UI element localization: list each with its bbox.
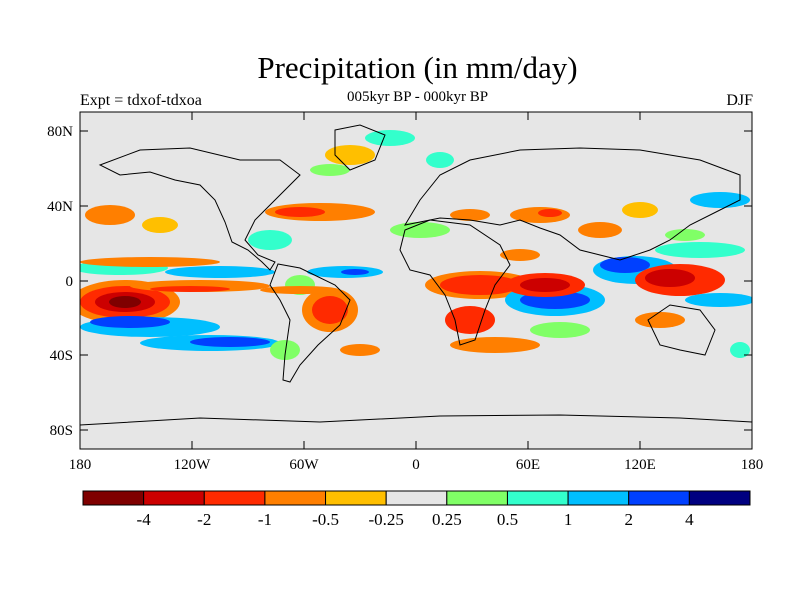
map-subtitle: 005kyr BP - 000kyr BP (346, 89, 489, 105)
lat-label-80s: 80S (50, 423, 73, 439)
lon-label-0: 0 (412, 457, 420, 473)
colorbar-box (567, 490, 630, 506)
colorbar-box (325, 490, 387, 506)
experiment-label: Expt = tdxof-tdxoa (80, 92, 202, 109)
lat-tick-marks (80, 130, 752, 431)
colorbar-box (82, 490, 145, 506)
colorbar-label: 0.5 (497, 510, 518, 529)
antarctica-outline (80, 414, 752, 426)
colorbar-box (203, 490, 266, 506)
colorbar-label: 1 (564, 510, 573, 529)
lat-label-40s: 40S (50, 348, 73, 364)
colorbar-box (506, 490, 569, 506)
colorbar-box (688, 490, 751, 506)
colorbar-label: -0.5 (312, 510, 339, 529)
map-title: Precipitation (in mm/day) (257, 50, 578, 85)
precipitation-field (80, 130, 752, 360)
lon-label-180w: 180 (69, 457, 92, 473)
season-label: DJF (726, 92, 753, 109)
colorbar-label: 4 (685, 510, 694, 529)
colorbar-box (628, 490, 690, 506)
greenland-outline (334, 124, 386, 171)
lat-label-0: 0 (66, 274, 74, 290)
colorbar-label: -0.25 (368, 510, 403, 529)
colorbar-label: -4 (137, 510, 152, 529)
eurasia-outline (403, 147, 741, 261)
colorbar-labels: -4 -2 -1 -0.5 -0.25 0.25 0.5 1 2 4 (137, 510, 695, 529)
lon-label-60w: 60W (289, 457, 319, 473)
lon-label-180e: 180 (741, 457, 764, 473)
north-america-outline (98, 147, 301, 271)
lat-label-80n: 80N (47, 124, 73, 140)
australia-outline (647, 304, 716, 356)
lon-label-120w: 120W (174, 457, 212, 473)
south-america-outline (269, 263, 351, 383)
colorbar-label: -2 (197, 510, 211, 529)
africa-outline (399, 219, 511, 346)
colorbar-box (446, 490, 508, 506)
lon-tick-marks (79, 112, 753, 449)
colorbar-label: 2 (624, 510, 633, 529)
lon-label-60e: 60E (516, 457, 540, 473)
lat-label-40n: 40N (47, 199, 73, 215)
colorbar-box (264, 490, 327, 506)
colorbar-box (143, 490, 205, 506)
lon-label-120e: 120E (624, 457, 656, 473)
coastlines (80, 124, 752, 426)
colorbar-label: 0.25 (432, 510, 462, 529)
colorbar-box (385, 490, 448, 506)
colorbar (82, 490, 751, 506)
colorbar-label: -1 (258, 510, 272, 529)
